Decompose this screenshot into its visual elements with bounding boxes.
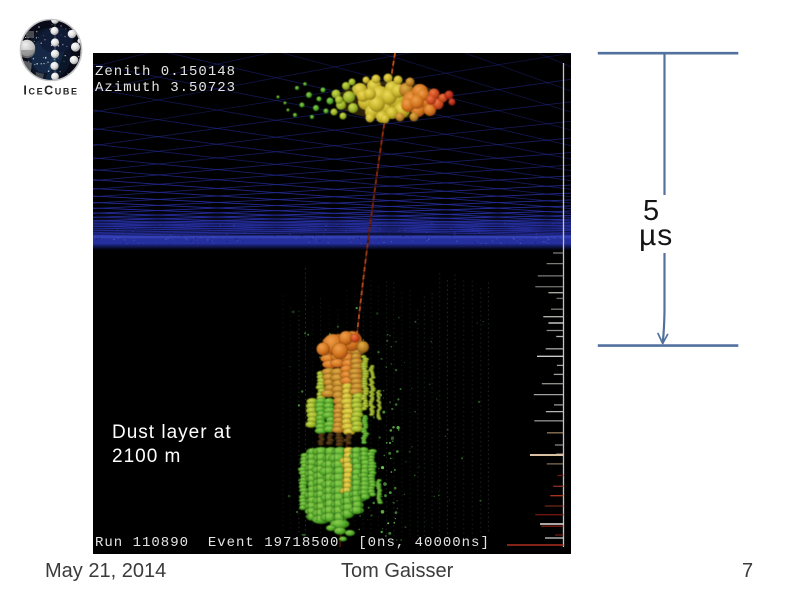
svg-text:IceCube: IceCube bbox=[23, 84, 78, 98]
